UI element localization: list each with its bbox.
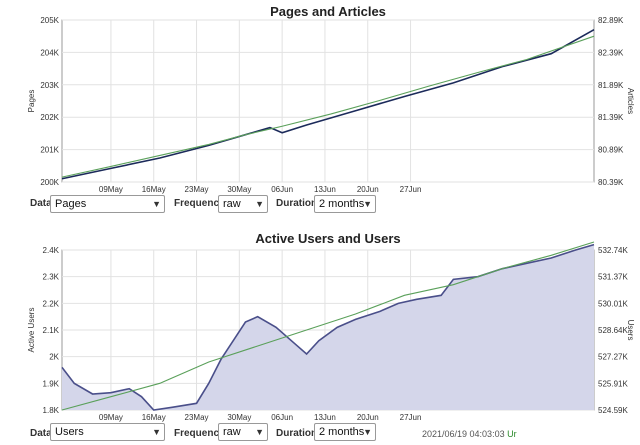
- timestamp: 2021/06/19 04:03:03 Ur: [422, 429, 517, 439]
- x-tick-label: 30May: [227, 185, 251, 194]
- frequency-label: Frequency: [174, 428, 225, 439]
- x-tick-label: 16May: [142, 413, 166, 422]
- timestamp-text: 2021/06/19 04:03:03: [422, 429, 505, 439]
- y-tick-label: 2.3K: [43, 273, 60, 282]
- y-tick-label: 201K: [40, 146, 59, 155]
- chevron-down-icon: ▼: [255, 199, 264, 209]
- y-tick-label: 203K: [40, 81, 59, 90]
- y-tick-label: 204K: [40, 48, 59, 57]
- y-tick-label: 200K: [40, 178, 59, 187]
- duration-select-value: 2 months: [319, 426, 365, 438]
- chevron-down-icon: ▼: [152, 199, 161, 209]
- y2-axis-label: Articles: [626, 88, 635, 114]
- y-tick-label: 1.9K: [43, 379, 60, 388]
- chart-title: Pages and Articles: [270, 4, 386, 19]
- x-tick-label: 23May: [185, 413, 209, 422]
- data-label: Data: [30, 428, 52, 439]
- x-tick-label: 09May: [99, 413, 123, 422]
- chart-title: Active Users and Users: [255, 231, 400, 246]
- y-tick-label: 2K: [49, 353, 59, 362]
- x-tick-label: 27Jun: [400, 413, 422, 422]
- y2-tick-label: 82.39K: [598, 48, 624, 57]
- y2-tick-label: 524.59K: [598, 406, 628, 415]
- chevron-down-icon: ▼: [255, 427, 264, 437]
- x-tick-label: 27Jun: [400, 185, 422, 194]
- duration-select[interactable]: 2 months ▼: [314, 195, 376, 213]
- y2-axis-label: Users: [626, 320, 635, 341]
- x-tick-label: 09May: [99, 185, 123, 194]
- series-area: [62, 244, 594, 410]
- y2-tick-label: 528.64K: [598, 326, 628, 335]
- y2-tick-label: 81.39K: [598, 113, 624, 122]
- y-tick-label: 2.2K: [43, 299, 60, 308]
- data-select[interactable]: Users ▼: [50, 423, 165, 441]
- y-axis-label: Pages: [27, 90, 36, 113]
- y-axis-label: Active Users: [27, 308, 36, 353]
- frequency-label: Frequency: [174, 198, 225, 209]
- frequency-select-value: raw: [223, 198, 241, 210]
- duration-select[interactable]: 2 months ▼: [314, 423, 376, 441]
- series-line: [61, 35, 595, 178]
- y2-tick-label: 82.89K: [598, 16, 624, 25]
- data-select[interactable]: Pages ▼: [50, 195, 165, 213]
- frequency-select[interactable]: raw ▼: [218, 195, 268, 213]
- series-line: [61, 29, 595, 180]
- duration-label: Duration: [276, 198, 318, 209]
- y2-tick-label: 80.89K: [598, 146, 624, 155]
- y-tick-label: 202K: [40, 113, 59, 122]
- x-tick-label: 23May: [185, 185, 209, 194]
- data-select-value: Pages: [55, 198, 87, 210]
- data-label: Data: [30, 198, 52, 209]
- plot-area: [61, 19, 595, 183]
- x-tick-label: 06Jun: [271, 413, 293, 422]
- x-tick-label: 13Jun: [314, 185, 336, 194]
- x-tick-label: 13Jun: [314, 413, 336, 422]
- y2-tick-label: 527.27K: [598, 353, 628, 362]
- x-tick-label: 16May: [142, 185, 166, 194]
- chevron-down-icon: ▼: [363, 427, 372, 437]
- x-tick-label: 30May: [227, 413, 251, 422]
- y2-tick-label: 530.01K: [598, 299, 628, 308]
- y-tick-label: 1.8K: [43, 406, 60, 415]
- y2-tick-label: 525.91K: [598, 379, 628, 388]
- frequency-select-value: raw: [223, 426, 241, 438]
- x-tick-label: 06Jun: [271, 185, 293, 194]
- duration-label: Duration: [276, 428, 318, 439]
- frequency-select[interactable]: raw ▼: [218, 423, 268, 441]
- duration-select-value: 2 months: [319, 198, 365, 210]
- y-tick-label: 205K: [40, 16, 59, 25]
- y-tick-label: 2.1K: [43, 326, 60, 335]
- y2-tick-label: 531.37K: [598, 273, 628, 282]
- chevron-down-icon: ▼: [363, 199, 372, 209]
- series-line: [61, 241, 595, 411]
- x-tick-label: 20Jun: [357, 185, 379, 194]
- y-tick-label: 2.4K: [43, 246, 60, 255]
- data-select-value: Users: [55, 426, 84, 438]
- chevron-down-icon: ▼: [152, 427, 161, 437]
- x-tick-label: 20Jun: [357, 413, 379, 422]
- status-text: Ur: [507, 429, 517, 439]
- y2-tick-label: 81.89K: [598, 81, 624, 90]
- y2-tick-label: 532.74K: [598, 246, 628, 255]
- y2-tick-label: 80.39K: [598, 178, 624, 187]
